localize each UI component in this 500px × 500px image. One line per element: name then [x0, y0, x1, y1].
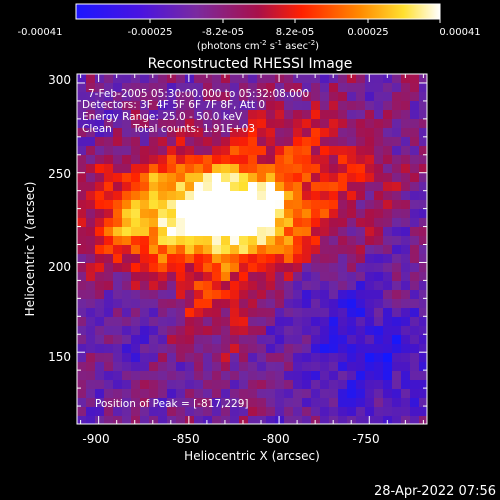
colorbar-tick-label: -8.2e-05 — [202, 27, 244, 38]
total-counts-text: Total counts: 1.91E+03 — [132, 123, 255, 135]
plot-frame — [76, 73, 428, 425]
peak-position-text: Position of Peak = [-817,229] — [95, 398, 249, 410]
x-axis-label: Heliocentric X (arcsec) — [184, 449, 320, 463]
colorbar-unit-label: (photons cm-2 s-1 asec-2) — [197, 39, 319, 52]
heatmap-image — [77, 74, 427, 424]
plot-title: Reconstructed RHESSI Image — [148, 56, 353, 72]
footer-timestamp: 28-Apr-2022 07:56 — [374, 484, 496, 499]
colorbar-ticks — [149, 19, 441, 23]
energy-range-text: Energy Range: 25.0 - 50.0 keV — [82, 111, 243, 123]
x-tick-label: -900 — [82, 432, 109, 446]
clean-text: Clean — [82, 123, 112, 135]
x-tick-label: -850 — [172, 432, 199, 446]
axis-ticks — [77, 74, 427, 424]
y-tick-label: 300 — [48, 73, 71, 87]
time-range-text: 7-Feb-2005 05:30:00.000 to 05:32:08.000 — [88, 88, 309, 100]
colorbar-tick-label: -0.00041 — [18, 27, 63, 38]
colorbar — [75, 3, 441, 20]
x-tick-label: -750 — [352, 432, 379, 446]
y-tick-label: 150 — [48, 350, 71, 364]
y-tick-label: 250 — [48, 167, 71, 181]
colorbar-tick-label: 8.2e-05 — [276, 27, 314, 38]
detectors-text: Detectors: 3F 4F 5F 6F 7F 8F, Att 0 — [82, 99, 265, 111]
colorbar-tick-label: 0.00025 — [347, 27, 388, 38]
colorbar-tick-label: -0.00025 — [128, 27, 173, 38]
colorbar-tick-label: 0.00041 — [439, 27, 480, 38]
y-tick-label: 200 — [48, 260, 71, 274]
y-axis-label: Heliocentric Y (arcsec) — [23, 182, 37, 317]
x-tick-label: -800 — [262, 432, 289, 446]
